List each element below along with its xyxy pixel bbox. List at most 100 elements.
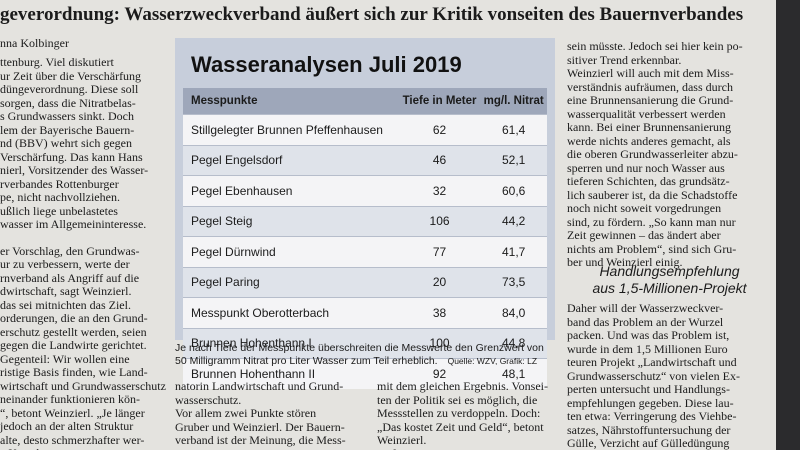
table-row: Pegel Paring 20 73,5	[183, 266, 547, 298]
table-row: Pegel Ebenhausen 32 60,6	[183, 175, 547, 206]
source: Quelle: WZV, Grafik: LZ	[447, 356, 538, 366]
text-line: ur zu verbessern, werte der	[0, 257, 130, 271]
table-cell: 92	[398, 358, 481, 389]
table-cell: Pegel Paring	[183, 266, 399, 298]
text-line: ristige Basis finden, wie Land-	[0, 365, 148, 379]
text-line: ttenburg. Viel diskutiert	[0, 56, 114, 69]
table-row: Stillgelegter Brunnen Pfeffenhausen 62 61,…	[183, 114, 547, 145]
text-line: Weinzierl.	[377, 433, 427, 447]
text-line: jedoch an der alten Struktur	[0, 419, 134, 433]
table-cell: 60,6	[480, 175, 547, 206]
screen-edge	[776, 0, 800, 450]
text-line: wasser im Allgemeininteresse.	[0, 217, 147, 231]
table-cell: Brunnen Hohenthann I	[183, 327, 399, 359]
table-cell: Pegel Ebenhausen	[183, 175, 399, 206]
subheading: Handlungsempfehlung aus 1,5-Millionen-Pro…	[567, 263, 772, 297]
text-line: ur Zeit über die Verschärfung	[0, 68, 142, 83]
text-line: wasserschutz.	[175, 392, 242, 407]
text-line: natorin Landwirtschaft und Grund-	[175, 379, 344, 393]
text-line: alte, desto schmerzhafter wer-	[0, 432, 145, 447]
text-line: mit dem gleichen Ergebnis. Vonsei-	[377, 379, 548, 393]
text-line: packen. Und was das Problem ist,	[567, 328, 730, 342]
table-cell: 52,1	[480, 144, 547, 176]
right-column: Daher will der Wasserzweckver-band das P…	[567, 301, 740, 450]
table-row: Brunnen Hohenthann II 92 48,1	[183, 358, 547, 389]
table-cell: 32	[398, 175, 481, 206]
text-line: Handlungsempfehlung	[599, 263, 740, 279]
table-cell: 46	[398, 144, 481, 176]
left-column: ttenburg. Viel diskutiert ur Zeit über di…	[0, 56, 168, 450]
text-line: Vor allem zwei Punkte stören	[175, 406, 317, 420]
column-header: mg/l. Nitrat	[480, 88, 547, 115]
text-line: wasserqualität verbessert werden	[567, 106, 726, 121]
column-header: Messpunkte	[183, 88, 399, 115]
text-line: ber und Weinzierl einig.	[567, 255, 683, 269]
text-line: nierl, Vorsitzender des Wasser-	[0, 163, 149, 177]
text-line: sperren und nur noch Wasser aus	[567, 160, 725, 175]
headline: geverordnung: Wasserzweckverband äußert …	[0, 4, 744, 25]
table-row: Brunnen Hohenthann I 100 44,8	[183, 327, 547, 359]
text-line: pe, nicht nachvollziehen.	[0, 190, 120, 204]
text-line: eine Brunnensanierung die Grund-	[567, 93, 734, 107]
table-title: Wasseranalysen Juli 2019	[191, 52, 462, 77]
text-line: Daher will der Wasserzweckver-	[567, 301, 724, 315]
table-row: Messpunkt Oberotterbach 38 84,0	[183, 297, 547, 328]
text-line: orderungen, die an den Grund-	[0, 311, 148, 325]
text-line: kann. Bei einer Brunnensanierung	[567, 120, 731, 134]
table-cell: Brunnen Hohenthann II	[183, 358, 399, 389]
text-line: empfehlungen gegeben. Diese lau-	[567, 395, 734, 410]
text-line: rnverband als Angriff auf die	[0, 270, 140, 285]
table-cell: 106	[398, 205, 481, 237]
text-line: die oberen Grundwasserleiter abzu-	[567, 147, 738, 161]
text-line: ten der Politik sei es möglich, die	[377, 392, 538, 407]
text-line: Zeit gewinnen – das ändert aber	[567, 228, 721, 242]
table-cell: 44,8	[480, 327, 547, 359]
table-cell: 20	[398, 266, 481, 298]
column-header: Tiefe in Meter	[398, 88, 481, 115]
text-line: nichts am Problem“, sind sich Gru-	[567, 241, 737, 256]
text-line: noch nicht soweit vorgedrungen	[567, 201, 722, 215]
byline: nna Kolbinger	[0, 36, 69, 50]
text-line: lich sauberer ist, da die Schadstoffe	[567, 187, 738, 202]
text-line: düngeverordnung. Diese soll	[0, 82, 139, 96]
text-line: das sei mitnichten das Ziel.	[0, 297, 131, 312]
text-line: neinander funktionieren kön-	[0, 392, 140, 406]
table-row: Pegel Engelsdorf 46 52,1	[183, 144, 547, 176]
text-line: e Korrektur.	[0, 446, 168, 450]
text-line: lem der Bayerische Bauern-	[0, 122, 135, 137]
text-line: tieferen Schichten, das grundsätz-	[567, 174, 730, 188]
text-line: teuren Projekt „Landwirtschaft und	[567, 355, 737, 369]
text-line: s Grundwassers sinkt. Doch	[0, 109, 134, 123]
text-line: Gegenteil: Wir wollen eine	[0, 351, 130, 366]
text-line: Gruber und Weinzierl. Der Bauern-	[175, 419, 345, 434]
bottom-column: natorin Landwirtschaft und Grund-wassers…	[175, 379, 346, 450]
text-line: Weinzierl will auch mit dem Miss-	[567, 66, 734, 80]
text-line: Verschärfung. Das kann Hans	[0, 149, 143, 164]
text-line: werde nichts anderes gemacht, als	[567, 133, 731, 148]
data-table: Messpunkte Tiefe in Meter mg/l. Nitrat Stil…	[183, 88, 547, 389]
caption-line: 50 Milligramm Nitrat pro Liter Wasser zu…	[175, 355, 538, 367]
text-line: wirtschaft und Grundwasserschutz	[0, 378, 166, 393]
text-line: ußlich liege unbelastetes	[0, 203, 118, 218]
text-line: erschutz gestellt werden, seien	[0, 324, 147, 339]
right-column: sein müsste. Jedoch sei hier kein po-sit…	[567, 39, 743, 270]
text-line: ten etwa: Verringerung des Viehbe-	[567, 409, 737, 423]
table-cell: Messpunkt Oberotterbach	[183, 297, 399, 328]
table-cell: 38	[398, 297, 481, 328]
text-line: sorgen, dass die Nitratbelas-	[0, 95, 136, 110]
table-cell: 61,4	[480, 114, 547, 145]
text-line: Grundwasserschutz“ von vielen Ex-	[567, 368, 740, 383]
text-line: nd (BBV) wehrt sich gegen	[0, 136, 132, 150]
bottom-column: mit dem gleichen Ergebnis. Vonsei-ten de…	[377, 379, 548, 450]
text-line: sind, zu fördern. „So kann man nur	[567, 214, 736, 229]
table-cell: Stillgelegter Brunnen Pfeffenhausen	[183, 114, 399, 145]
text-line: „Das kostet Zeit und Geld“, betont	[377, 419, 544, 434]
table-cell: 62	[398, 114, 481, 145]
table-cell: 100	[398, 327, 481, 359]
table-row: Pegel Steig 106 44,2	[183, 205, 547, 237]
text-line: satzes, Nährstoffuntersuchung der	[567, 422, 731, 437]
text-line: sitiver Trend erkennbar.	[567, 52, 682, 67]
caption-line: Je nach Tiefe der Messpunkte überschreit…	[175, 342, 544, 354]
text-line: “, betont Weinzierl. „Je länger	[0, 405, 145, 420]
